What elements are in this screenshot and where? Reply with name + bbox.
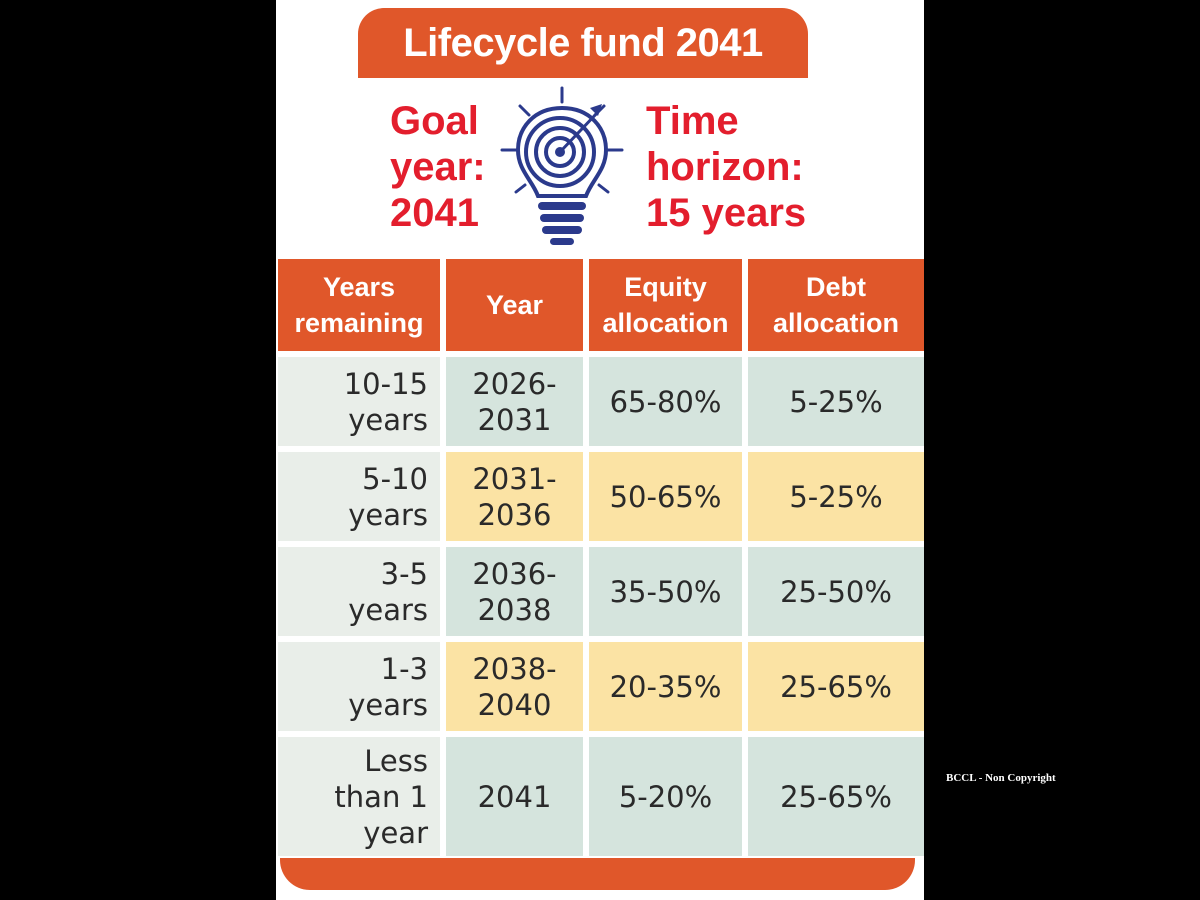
cell-debt: 25-65% — [748, 642, 924, 731]
time-horizon-label: Time horizon: 15 years — [646, 98, 846, 236]
cell-equity: 65-80% — [589, 357, 742, 446]
header-year: Year — [446, 259, 583, 351]
cell-debt: 25-50% — [748, 547, 924, 636]
header-equity-allocation: Equity allocation — [589, 259, 742, 351]
goal-line-3: 2041 — [390, 191, 479, 235]
cell-equity: 20-35% — [589, 642, 742, 731]
header-years-remaining: Years remaining — [278, 259, 440, 351]
cell-remaining: 5-10 years — [278, 452, 440, 541]
cell-equity: 50-65% — [589, 452, 742, 541]
cell-debt: 5-25% — [748, 357, 924, 446]
goal-line-2: year: — [390, 145, 486, 189]
header-debt-allocation: Debt allocation — [748, 259, 924, 351]
cell-equity: 35-50% — [589, 547, 742, 636]
copyright-credit: BCCL - Non Copyright — [946, 772, 1056, 784]
bottom-bar — [280, 858, 915, 890]
cell-year: 2038- 2040 — [446, 642, 583, 731]
page-title: Lifecycle fund 2041 — [403, 20, 763, 65]
cell-year: 2041 — [446, 737, 583, 856]
cell-year: 2036- 2038 — [446, 547, 583, 636]
cell-debt: 5-25% — [748, 452, 924, 541]
lightbulb-target-icon — [500, 86, 624, 245]
cell-remaining: 10-15 years — [278, 357, 440, 446]
cell-year: 2026- 2031 — [446, 357, 583, 446]
infographic-card: Lifecycle fund 2041 Goal year: 2041 — [276, 0, 924, 900]
horizon-line-3: 15 years — [646, 191, 807, 235]
horizon-line-2: horizon: — [646, 145, 804, 189]
allocation-table: Years remaining Year Equity allocation D… — [278, 259, 924, 856]
goal-line-1: Goal — [390, 99, 479, 143]
cell-debt: 25-65% — [748, 737, 924, 856]
cell-remaining: Less than 1 year — [278, 737, 440, 856]
cell-remaining: 3-5 years — [278, 547, 440, 636]
goal-year-label: Goal year: 2041 — [390, 98, 510, 236]
cell-remaining: 1-3 years — [278, 642, 440, 731]
cell-equity: 5-20% — [589, 737, 742, 856]
cell-year: 2031- 2036 — [446, 452, 583, 541]
title-banner: Lifecycle fund 2041 — [358, 8, 808, 78]
horizon-line-1: Time — [646, 99, 739, 143]
